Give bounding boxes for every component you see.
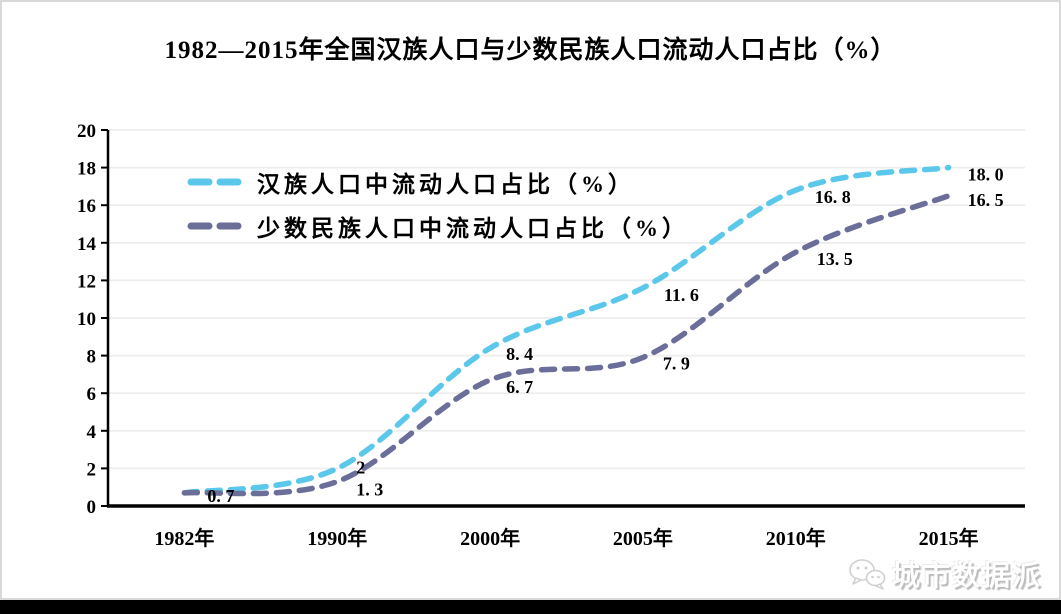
data-label: 0. 7 [207, 486, 234, 506]
data-label: 1. 3 [356, 480, 383, 500]
y-axis-label: 20 [77, 121, 96, 142]
y-axis-label: 18 [77, 159, 96, 180]
y-axis-label: 0 [87, 497, 97, 518]
series-line-minority [181, 193, 952, 497]
han-dash-swatch [187, 178, 243, 185]
data-label: 6. 7 [506, 377, 533, 397]
wechat-icon [849, 559, 886, 590]
y-axis-label: 4 [87, 422, 97, 443]
chart-card: 1982—2015年全国汉族人口与少数民族人口流动人口占比（%） 汉族人口中流动… [0, 0, 1061, 600]
x-axis-label: 2000年 [460, 526, 520, 550]
x-axis-label: 2010年 [766, 526, 826, 550]
legend-label-minority: 少数民族人口中流动人口占比（%） [257, 215, 689, 241]
y-axis-label: 14 [77, 234, 97, 255]
data-label: 11. 6 [664, 285, 699, 305]
chart-title: 1982—2015年全国汉族人口与少数民族人口流动人口占比（%） [164, 37, 897, 64]
y-axis-label: 2 [87, 459, 97, 480]
watermark: 城市数据派 [848, 554, 1042, 594]
y-axis-label: 10 [77, 309, 96, 330]
x-axis-label: 1990年 [307, 526, 367, 550]
y-axis-label: 16 [77, 196, 96, 217]
data-label: 8. 4 [506, 344, 533, 364]
legend-label-han: 汉族人口中流动人口占比（%） [257, 171, 635, 197]
y-axis-label: 12 [77, 271, 96, 292]
legend-item-minority: 少数民族人口中流动人口占比（%） [187, 209, 689, 242]
series-line-han [181, 164, 952, 496]
y-axis-label: 6 [87, 384, 97, 405]
data-label: 7. 9 [663, 353, 690, 373]
x-axis-label: 2005年 [613, 526, 673, 550]
data-label: 16. 8 [815, 187, 851, 207]
legend: 汉族人口中流动人口占比（%） 少数民族人口中流动人口占比（%） [187, 165, 689, 242]
watermark-text: 城市数据派 [891, 561, 1042, 592]
x-axis-label: 1982年 [154, 526, 214, 550]
data-label: 16. 5 [968, 190, 1004, 210]
y-axis-label: 8 [87, 347, 97, 368]
data-label: 13. 5 [817, 249, 853, 269]
data-label: 18. 0 [968, 165, 1004, 185]
data-label: 2 [356, 457, 365, 477]
minority-dash-swatch [187, 222, 243, 229]
line-chart: 0 2 4 6 8 10 12 14 16 18 20 1982年 1990年 2000年 2005年 201… [77, 121, 1025, 550]
x-axis-label: 2015年 [919, 526, 979, 550]
legend-item-han: 汉族人口中流动人口占比（%） [187, 165, 689, 198]
